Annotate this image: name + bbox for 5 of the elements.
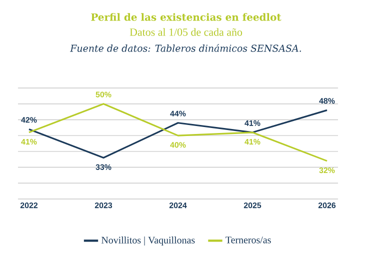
chart-subtitle: Datos al 1/05 de cada año [130,28,242,36]
source-note: Fuente de datos: Tableros dinámicos SENSASA. [70,44,301,52]
chart-title: Perfil de las existencias en feedlot [91,13,282,21]
legend-label: Terneros/as [226,236,271,244]
legend-label: Novillitos | Vaquillonas [101,236,195,246]
